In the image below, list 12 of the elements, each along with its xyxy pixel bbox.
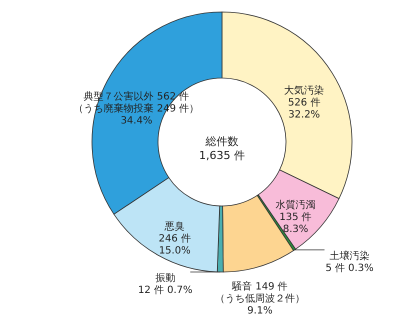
text: 総件数 1,635 件 [199,135,245,162]
legend-label: 振動 [155,272,176,284]
slice-label: 騒音 149 件（うち低周波２件） 9.1% [214,280,305,316]
slice-label: 悪臭 [164,220,185,233]
data-label: 135 件 8.3% [279,212,312,236]
data-label: 246 件 15.0% [158,234,191,257]
data-label: 12 件 0.7% [138,284,192,296]
data-label: 526 件 32.2% [288,97,320,120]
slice-label: 土壌汚染 [330,250,370,262]
slice-label: 水質汚濁 [276,199,316,212]
slice-label: 大気汚染 [284,84,324,96]
data-label: 5 件 0.3% [325,262,374,274]
